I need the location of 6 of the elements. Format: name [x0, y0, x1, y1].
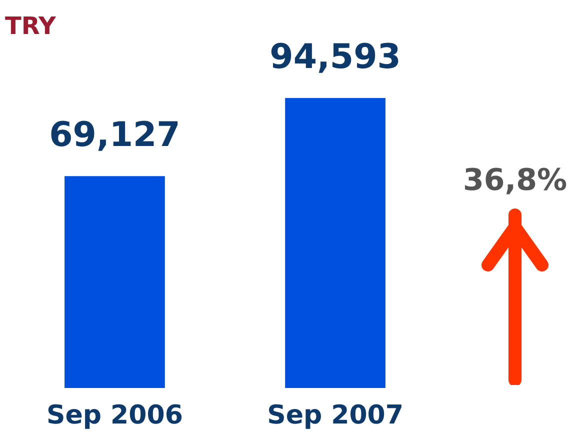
text: 36,8% — [462, 163, 568, 198]
data-label: 69,127 — [49, 115, 180, 156]
data-label: 94,593 — [270, 37, 401, 77]
chart-title: TRY — [5, 12, 57, 40]
x-tick-label: Sep 2006 — [46, 400, 183, 430]
x-tick-label: Sep 2007 — [267, 400, 404, 430]
